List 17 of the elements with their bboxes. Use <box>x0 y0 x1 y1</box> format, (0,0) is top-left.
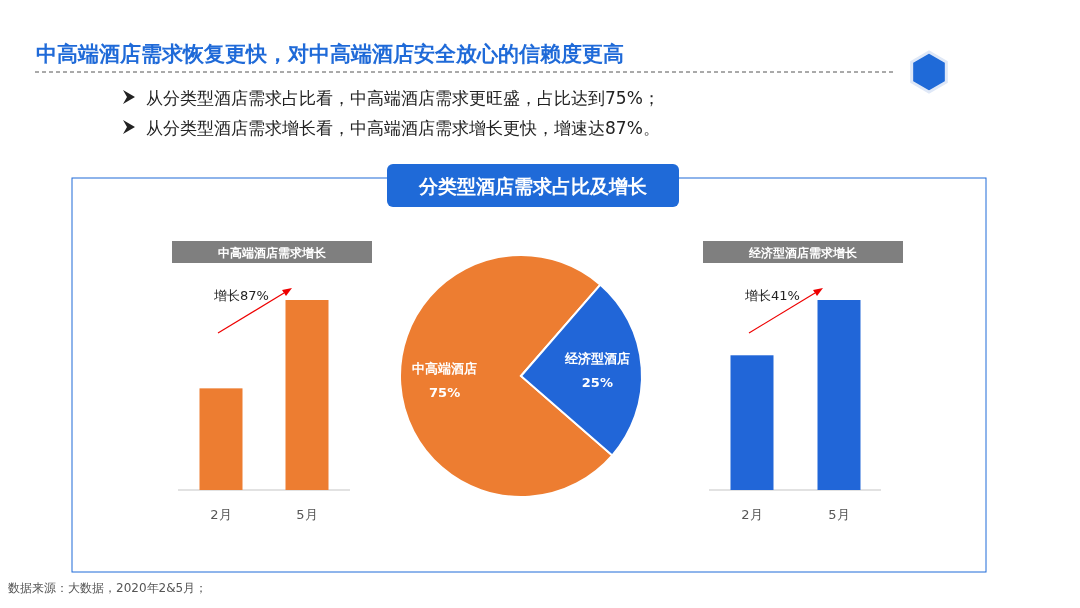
data-label: 75% <box>429 384 461 400</box>
x-tick-label: 2月 <box>741 507 763 522</box>
source-note: 数据来源：大数据，2020年2&5月； <box>8 581 208 595</box>
text: 从分类型酒店需求占比看，中高端酒店需求更旺盛，占比达到75%； <box>146 88 660 108</box>
x-tick-label: 2月 <box>210 507 232 522</box>
slice-label: 经济型酒店 <box>563 351 630 367</box>
chart-title: 分类型酒店需求占比及增长 <box>418 175 648 197</box>
annotation: 增长41% <box>744 288 800 303</box>
x-tick-label: 5月 <box>296 507 318 522</box>
x-tick-label: 5月 <box>828 507 850 522</box>
chart-title: 经济型酒店需求增长 <box>748 246 858 260</box>
chart-title: 中高端酒店需求增长 <box>218 246 327 260</box>
data-label: 25% <box>581 375 613 391</box>
text: 从分类型酒店需求增长看，中高端酒店需求增长更快，增速达87%。 <box>146 118 660 138</box>
text: 中高端酒店需求恢复更快，对中高端酒店安全放心的信赖度更高 <box>36 42 624 66</box>
slice-label: 中高端酒店 <box>412 360 478 376</box>
annotation: 增长87% <box>213 288 269 303</box>
